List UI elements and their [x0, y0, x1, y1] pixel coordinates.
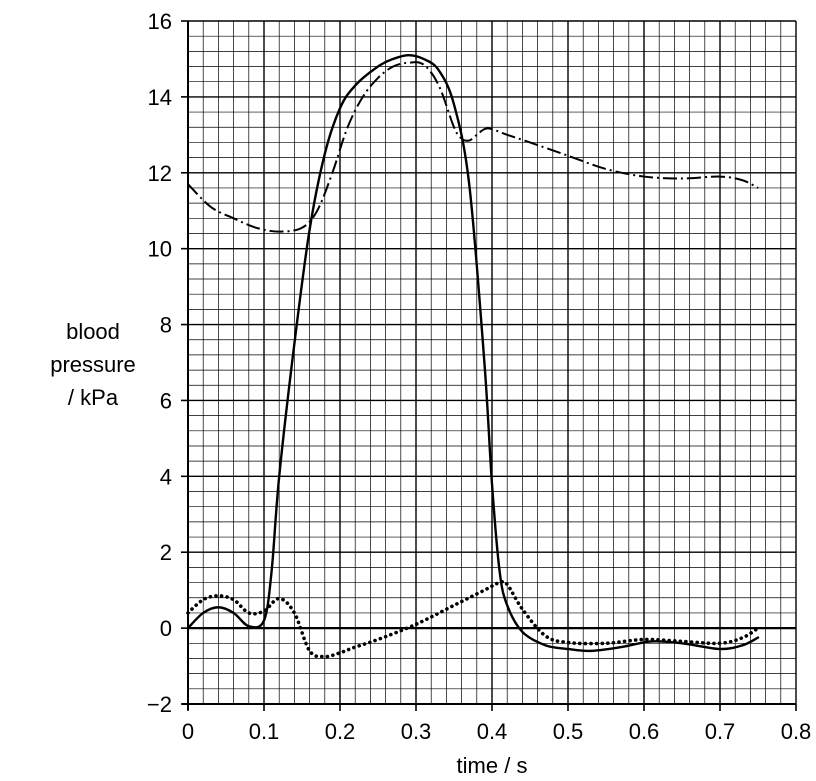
- y-tick-label: 8: [160, 313, 172, 338]
- x-tick-label: 0.3: [401, 719, 432, 744]
- y-tick-label: 6: [160, 388, 172, 413]
- y-axis-title-line-1: blood: [66, 319, 120, 344]
- y-tick-labels: −2 0 2 4 6 8 10 12 14 16: [147, 9, 172, 717]
- data-series: [186, 53, 760, 659]
- series-solid-line: [186, 53, 760, 653]
- x-tick-label: 0: [182, 719, 194, 744]
- y-tick-label: −2: [147, 692, 172, 717]
- x-axis-title: time / s: [457, 753, 528, 778]
- y-axis-title-line-3: / kPa: [68, 385, 119, 410]
- x-tick-labels: 0 0.1 0.2 0.3 0.4 0.5 0.6 0.7 0.8: [182, 719, 811, 744]
- x-tick-label: 0.2: [325, 719, 356, 744]
- y-axis-title-line-2: pressure: [50, 352, 136, 377]
- y-tick-label: 10: [148, 237, 172, 262]
- minor-gridlines: [188, 21, 796, 704]
- x-tick-label: 0.6: [629, 719, 660, 744]
- y-tick-label: 0: [160, 616, 172, 641]
- x-tick-label: 0.1: [249, 719, 280, 744]
- axes: [181, 20, 797, 711]
- series-dash-dot-line: [187, 61, 759, 233]
- y-tick-label: 16: [148, 9, 172, 34]
- series-dotted-line: [186, 579, 760, 659]
- x-tick-label: 0.8: [781, 719, 812, 744]
- y-tick-label: 4: [160, 464, 172, 489]
- y-tick-label: 2: [160, 540, 172, 565]
- y-tick-label: 14: [148, 85, 172, 110]
- x-tick-label: 0.4: [477, 719, 508, 744]
- x-tick-label: 0.7: [705, 719, 736, 744]
- y-tick-label: 12: [148, 161, 172, 186]
- x-tick-label: 0.5: [553, 719, 584, 744]
